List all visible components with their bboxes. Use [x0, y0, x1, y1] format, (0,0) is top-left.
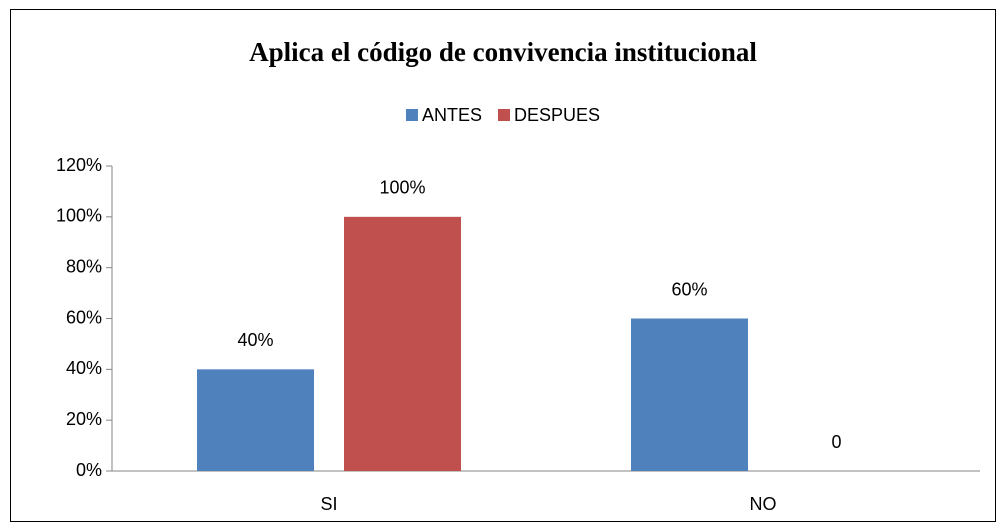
- data-label: 60%: [671, 279, 707, 299]
- data-label: 100%: [379, 178, 425, 198]
- legend-swatch: [405, 109, 418, 121]
- y-tick-label: 20%: [66, 409, 102, 429]
- bar: [197, 369, 314, 471]
- chart-title: Aplica el código de convivencia instituc…: [249, 37, 757, 67]
- x-tick-label: SI: [320, 494, 337, 514]
- legend-label: ANTES: [422, 105, 482, 125]
- chart-border: [10, 9, 996, 522]
- y-tick-label: 120%: [56, 155, 102, 175]
- data-label: 0: [831, 432, 841, 452]
- bar: [344, 216, 461, 471]
- y-tick-label: 60%: [66, 307, 102, 327]
- x-tick-label: NO: [750, 494, 777, 514]
- legend-label: DESPUES: [514, 105, 600, 125]
- legend-swatch: [497, 109, 510, 121]
- y-tick-label: 80%: [66, 256, 102, 276]
- data-label: 40%: [237, 330, 273, 350]
- y-tick-label: 0%: [76, 460, 102, 480]
- bar: [631, 318, 748, 471]
- y-tick-label: 100%: [56, 206, 102, 226]
- y-tick-label: 40%: [66, 358, 102, 378]
